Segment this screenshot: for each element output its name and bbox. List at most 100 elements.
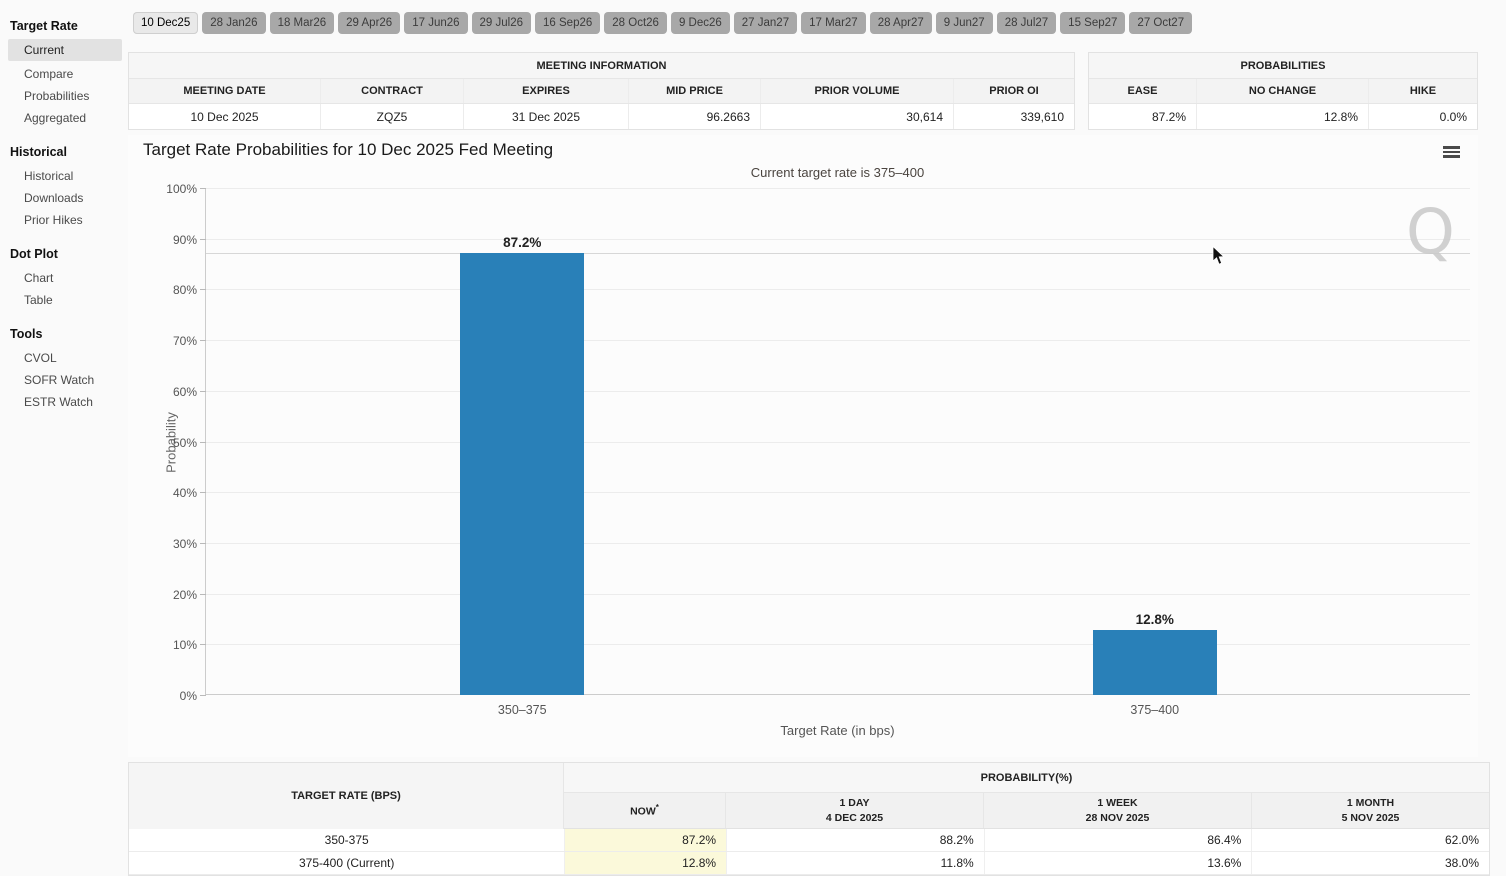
col-expires: EXPIRES bbox=[464, 79, 629, 103]
sidebar-item-prior-hikes[interactable]: Prior Hikes bbox=[24, 213, 83, 227]
y-axis-tick-label: 70% bbox=[172, 334, 197, 349]
prior-oi-value: 339,610 bbox=[1020, 109, 1064, 124]
sidebar-item-sofr-watch[interactable]: SOFR Watch bbox=[24, 373, 95, 387]
y-axis-tick bbox=[200, 492, 206, 494]
sidebar-section-title: Target Rate bbox=[10, 19, 78, 33]
gridline bbox=[206, 593, 1470, 595]
meeting-information-title: MEETING INFORMATION bbox=[129, 53, 1074, 79]
sidebar: Target Rate Current Compare Probabilitie… bbox=[0, 0, 128, 426]
tab-meeting-date[interactable]: 29 Apr26 bbox=[338, 12, 401, 34]
col-ease: EASE bbox=[1089, 79, 1197, 103]
tab-meeting-date[interactable]: 16 Sep26 bbox=[535, 12, 601, 34]
sidebar-item-historical[interactable]: Historical bbox=[24, 169, 74, 183]
col-probability-pct: PROBABILITY(%) bbox=[564, 763, 1489, 793]
probabilities-summary-table: PROBABILITIES EASE NO CHANGE HIKE 87.2% … bbox=[1088, 52, 1478, 130]
bar-value-label: 87.2% bbox=[503, 234, 542, 250]
contract-value: ZQZ5 bbox=[321, 104, 464, 129]
meeting-date-value: 10 Dec 2025 bbox=[129, 104, 321, 129]
tab-meeting-date[interactable]: 18 Mar26 bbox=[269, 12, 335, 34]
col-target-rate-bps: TARGET RATE (BPS) bbox=[129, 763, 564, 829]
y-axis-tick-label: 50% bbox=[172, 435, 197, 450]
y-axis-tick-label: 90% bbox=[172, 232, 197, 247]
y-axis-tick-label: 0% bbox=[179, 689, 197, 703]
tab-meeting-date[interactable]: 28 Jan26 bbox=[202, 12, 266, 34]
probabilities-header: EASE NO CHANGE HIKE bbox=[1089, 79, 1477, 104]
sidebar-item-current[interactable]: Current bbox=[8, 39, 122, 61]
col-prior-volume: PRIOR VOLUME bbox=[761, 79, 954, 103]
sidebar-item-aggregated[interactable]: Aggregated bbox=[24, 111, 87, 125]
day-cell: 88.2% bbox=[727, 829, 985, 851]
meeting-information-table: MEETING INFORMATION MEETING DATE CONTRAC… bbox=[128, 52, 1075, 130]
col-contract: CONTRACT bbox=[321, 79, 464, 103]
gridline bbox=[206, 188, 1470, 189]
gridline bbox=[206, 492, 1470, 494]
week-cell: 86.4% bbox=[985, 829, 1253, 851]
sidebar-item-chart[interactable]: Chart bbox=[24, 271, 54, 285]
col-hike: HIKE bbox=[1409, 85, 1437, 97]
now-cell: 12.8% bbox=[565, 852, 728, 874]
x-axis-category-label: 375–400 bbox=[1130, 703, 1180, 717]
prior-volume-value: 30,614 bbox=[761, 104, 954, 129]
chart-menu-icon[interactable] bbox=[1443, 146, 1460, 160]
tab-meeting-date[interactable]: 17 Mar27 bbox=[801, 12, 866, 34]
y-axis-tick-label: 80% bbox=[172, 283, 197, 298]
gridline bbox=[206, 441, 1470, 443]
y-axis-tick bbox=[200, 188, 206, 189]
y-axis-tick-label: 60% bbox=[172, 384, 197, 399]
tab-meeting-date[interactable]: 27 Oct27 bbox=[1129, 12, 1193, 34]
now-cell: 87.2% bbox=[565, 829, 728, 851]
target-rate-cell: 350-375 bbox=[129, 829, 566, 851]
probability-history-table: TARGET RATE (BPS) PROBABILITY(%) NOW* 1 … bbox=[128, 762, 1490, 876]
y-axis-tick bbox=[200, 390, 206, 392]
bar-value-label: 12.8% bbox=[1135, 612, 1174, 628]
sidebar-item-compare[interactable]: Compare bbox=[24, 67, 74, 81]
y-axis-tick bbox=[200, 340, 206, 342]
expires-value: 31 Dec 2025 bbox=[464, 104, 629, 129]
gridline bbox=[206, 644, 1470, 646]
meeting-information-header: MEETING DATE CONTRACT EXPIRES MID PRICE … bbox=[129, 79, 1074, 104]
reference-line bbox=[206, 252, 1470, 254]
week-cell: 13.6% bbox=[985, 852, 1253, 874]
col-prior-oi: PRIOR OI bbox=[989, 85, 1039, 97]
x-axis-category-label: 350–375 bbox=[497, 703, 547, 717]
tab-meeting-date[interactable]: 28 Oct26 bbox=[604, 12, 667, 34]
col-1-day: 1 DAY 4 DEC 2025 bbox=[726, 793, 984, 828]
tab-meeting-date[interactable]: 15 Sep27 bbox=[1060, 12, 1126, 34]
tab-meeting-date[interactable]: 28 Jul27 bbox=[996, 12, 1057, 34]
y-axis-tick-label: 40% bbox=[172, 486, 197, 501]
gridline bbox=[206, 238, 1470, 240]
now-footnote-marker: * bbox=[655, 802, 659, 812]
probability-bar bbox=[1092, 630, 1217, 695]
col-now: NOW* bbox=[564, 793, 726, 828]
probabilities-row: 87.2% 12.8% 0.0% bbox=[1089, 104, 1477, 129]
sidebar-item-downloads[interactable]: Downloads bbox=[24, 191, 84, 205]
y-axis-tick bbox=[200, 289, 206, 291]
sidebar-item-cvol[interactable]: CVOL bbox=[24, 351, 57, 365]
tab-meeting-date[interactable]: 9 Jun27 bbox=[935, 12, 993, 34]
tab-meeting-date[interactable]: 10 Dec25 bbox=[133, 12, 199, 34]
tab-meeting-date[interactable]: 29 Jul26 bbox=[471, 12, 532, 34]
probability-bar bbox=[460, 252, 585, 695]
gridline bbox=[206, 542, 1470, 544]
table-row: 375-400 (Current) 12.8% 11.8% 13.6% 38.0… bbox=[129, 852, 1489, 875]
tab-meeting-date[interactable]: 28 Apr27 bbox=[869, 12, 932, 34]
gridline bbox=[206, 340, 1470, 342]
sidebar-section-historical: Historical Historical Downloads Prior Hi… bbox=[0, 142, 128, 231]
sidebar-item-probabilities[interactable]: Probabilities bbox=[24, 89, 90, 103]
y-axis-tick-label: 20% bbox=[172, 587, 197, 602]
chart-title: Target Rate Probabilities for 10 Dec 202… bbox=[143, 140, 554, 159]
table-row: 350-375 87.2% 88.2% 86.4% 62.0% bbox=[129, 829, 1489, 852]
tab-meeting-date[interactable]: 27 Jan27 bbox=[733, 12, 798, 34]
probability-subheader: NOW* 1 DAY 4 DEC 2025 1 WEEK 28 NOV 2025… bbox=[564, 793, 1489, 829]
col-meeting-date: MEETING DATE bbox=[129, 79, 321, 103]
tab-meeting-date[interactable]: 9 Dec26 bbox=[670, 12, 730, 34]
target-rate-cell: 375-400 (Current) bbox=[129, 852, 566, 874]
chart-subtitle: Current target rate is 375–400 bbox=[750, 165, 925, 180]
sidebar-item-estr-watch[interactable]: ESTR Watch bbox=[24, 395, 93, 409]
hamburger-bar bbox=[1443, 150, 1460, 153]
tab-meeting-date[interactable]: 17 Jun26 bbox=[404, 12, 468, 34]
sidebar-item-table[interactable]: Table bbox=[24, 293, 53, 307]
ease-value: 87.2% bbox=[1089, 104, 1197, 129]
sidebar-section-title: Historical bbox=[10, 145, 67, 159]
probabilities-title: PROBABILITIES bbox=[1089, 53, 1477, 79]
